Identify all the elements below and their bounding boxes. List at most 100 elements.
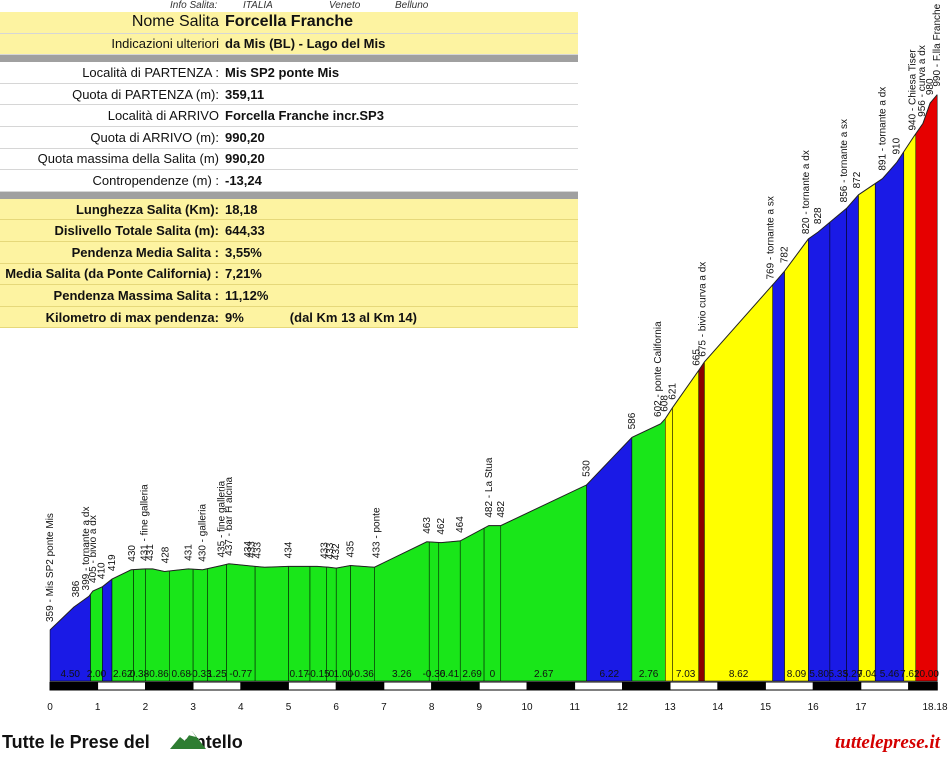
elevation-annotation: 956 - curva a dx [917,45,928,117]
elevation-annotation: 419 [107,554,118,571]
elevation-annotation: 399 - tornante a dx [81,507,92,591]
gradient-segment [631,418,666,682]
gradient-segment [874,150,905,682]
segment-gradient-label: 0 [490,669,496,680]
km-tick-label: 10 [521,702,533,713]
gradient-segment [808,221,831,682]
km-bar [526,681,576,691]
km-bar [717,681,766,691]
gradient-segment [192,568,208,682]
segment-gradient-label: 10.00 [914,669,939,680]
gradient-segment [586,436,633,682]
elevation-annotation: 433 - ponte [372,507,383,558]
elevation-annotation: 608 [659,395,670,412]
info-row: Pendenza Media Salita :3,55% [0,241,578,264]
elevation-annotation: 891 - tornante a dx [877,87,888,171]
km-tick-label: 0 [47,702,53,713]
elevation-annotation: 433 [319,542,330,559]
km-tick-label: 7 [381,702,387,713]
info-value-text: 7,21% [225,266,262,282]
info-row: Dislivello Totale Salita (m): 644,33 [0,219,578,242]
segment-gradient-label: 5.33 [829,669,849,680]
country-label: ITALIA [243,0,273,11]
gradient-segments [49,94,938,682]
km-tick-label: 2 [143,702,149,713]
gradient-segment [145,568,170,682]
gradient-segment [665,406,673,682]
elevation-annotation: 410 [97,562,108,579]
elevation-annotation: 464 [455,516,466,533]
gradient-segment [846,194,859,682]
elevation-annotation: 769 - tornante a sx [765,196,776,279]
gradient-segment [915,94,938,682]
km-tick-label: 13 [665,702,677,713]
info-value-text: 18,18 [225,201,258,217]
elevation-annotation: 431 - fine galleria [139,484,150,561]
info-label: Quota di ARRIVO (m): [0,126,222,149]
elevation-annotation: 586 [627,412,638,429]
gradient-segment [438,540,461,682]
segment-gradient-label: -0.77 [229,669,252,680]
elevation-annotation: 431 [145,544,156,561]
info-value: 18,18 [222,198,578,221]
elevation-annotation: 433 [325,542,336,559]
km-bar [383,681,432,691]
location-header: Info Salita: ITALIA Veneto Belluno [0,0,580,12]
elevation-annotation: 437 - bar H alcina [224,476,235,555]
segment-labels: 4.50 2.00 2.620.38-0.86 0.68-0.331.25 -0.77 0… [61,669,940,680]
mountain-logo-icon [170,731,206,749]
elevation-annotation: 482 [496,501,507,518]
profile-outline [49,94,938,631]
gradient-segment [288,566,311,682]
gradient-segment [350,565,375,682]
info-value: Forcella Franche [222,12,578,34]
elevation-annotation: 433 [252,541,263,558]
gradient-segment [207,564,227,682]
info-row: Contropendenze (m) : -13,24 [0,169,578,192]
info-label: Pendenza Massima Salita : [0,284,222,307]
info-label: Info Salita: [170,0,218,11]
info-label: Contropendenze (m) : [0,169,222,192]
info-row: Media Salita (da Ponte California) :7,21… [0,263,578,286]
info-value: Forcella Franche incr.SP3 [222,104,578,127]
segment-gradient-label: 0 [329,669,335,680]
km-bar [335,681,385,691]
elevation-annotation: 940 - Chiesa Tiser [907,49,918,131]
segment-gradient-label: -0.33 [189,669,212,680]
km-bar [240,681,289,691]
km-bar [812,681,862,691]
info-value: 7,21% [222,263,578,286]
segment-gradient-label: 6.22 [600,669,620,680]
km-tick-label: 15 [760,702,772,713]
km-bar [97,681,146,691]
gradient-segment [428,541,440,682]
info-label: Indicazioni ulteriori [0,33,222,56]
elevation-annotation: 428 [160,546,171,563]
gradient-segment [168,568,194,682]
segment-gradient-label: 5.46 [880,669,900,680]
info-extra: (dal Km 13 al Km 14) [289,309,417,325]
info-value: da Mis (BL) - Lago del Mis [222,33,578,56]
km-bar [908,681,938,691]
info-value: 359,11 [222,83,578,106]
segment-gradient-label: 2.62 [113,669,133,680]
info-row: Indicazioni ulteriori da Mis (BL) - Lago … [0,33,578,56]
elevation-annotation: 431 [183,544,194,561]
gradient-segment [254,566,289,682]
elevation-annotation: 820 - tornante a dx [801,150,812,234]
elevation-annotation: 405 - bivio a dx [88,515,99,583]
gradient-segment [459,527,485,682]
province-label: Belluno [395,0,429,11]
info-row: Lunghezza Salita (Km): 18,18 [0,198,578,221]
gradient-segment [829,207,847,682]
gradient-segment [772,270,785,682]
km-bar [192,681,242,691]
info-label: Lunghezza Salita (Km): [0,198,222,221]
km-bar [478,681,528,691]
info-label: Nome Salita [0,12,222,34]
km-tick-label: 8 [429,702,435,713]
site-link[interactable]: tutteleprese.it [834,732,940,753]
gradient-segment [102,578,113,682]
info-row: Quota massima della Salita (m) 990,20 [0,148,578,171]
segment-gradient-label: 5.29 [843,669,863,680]
